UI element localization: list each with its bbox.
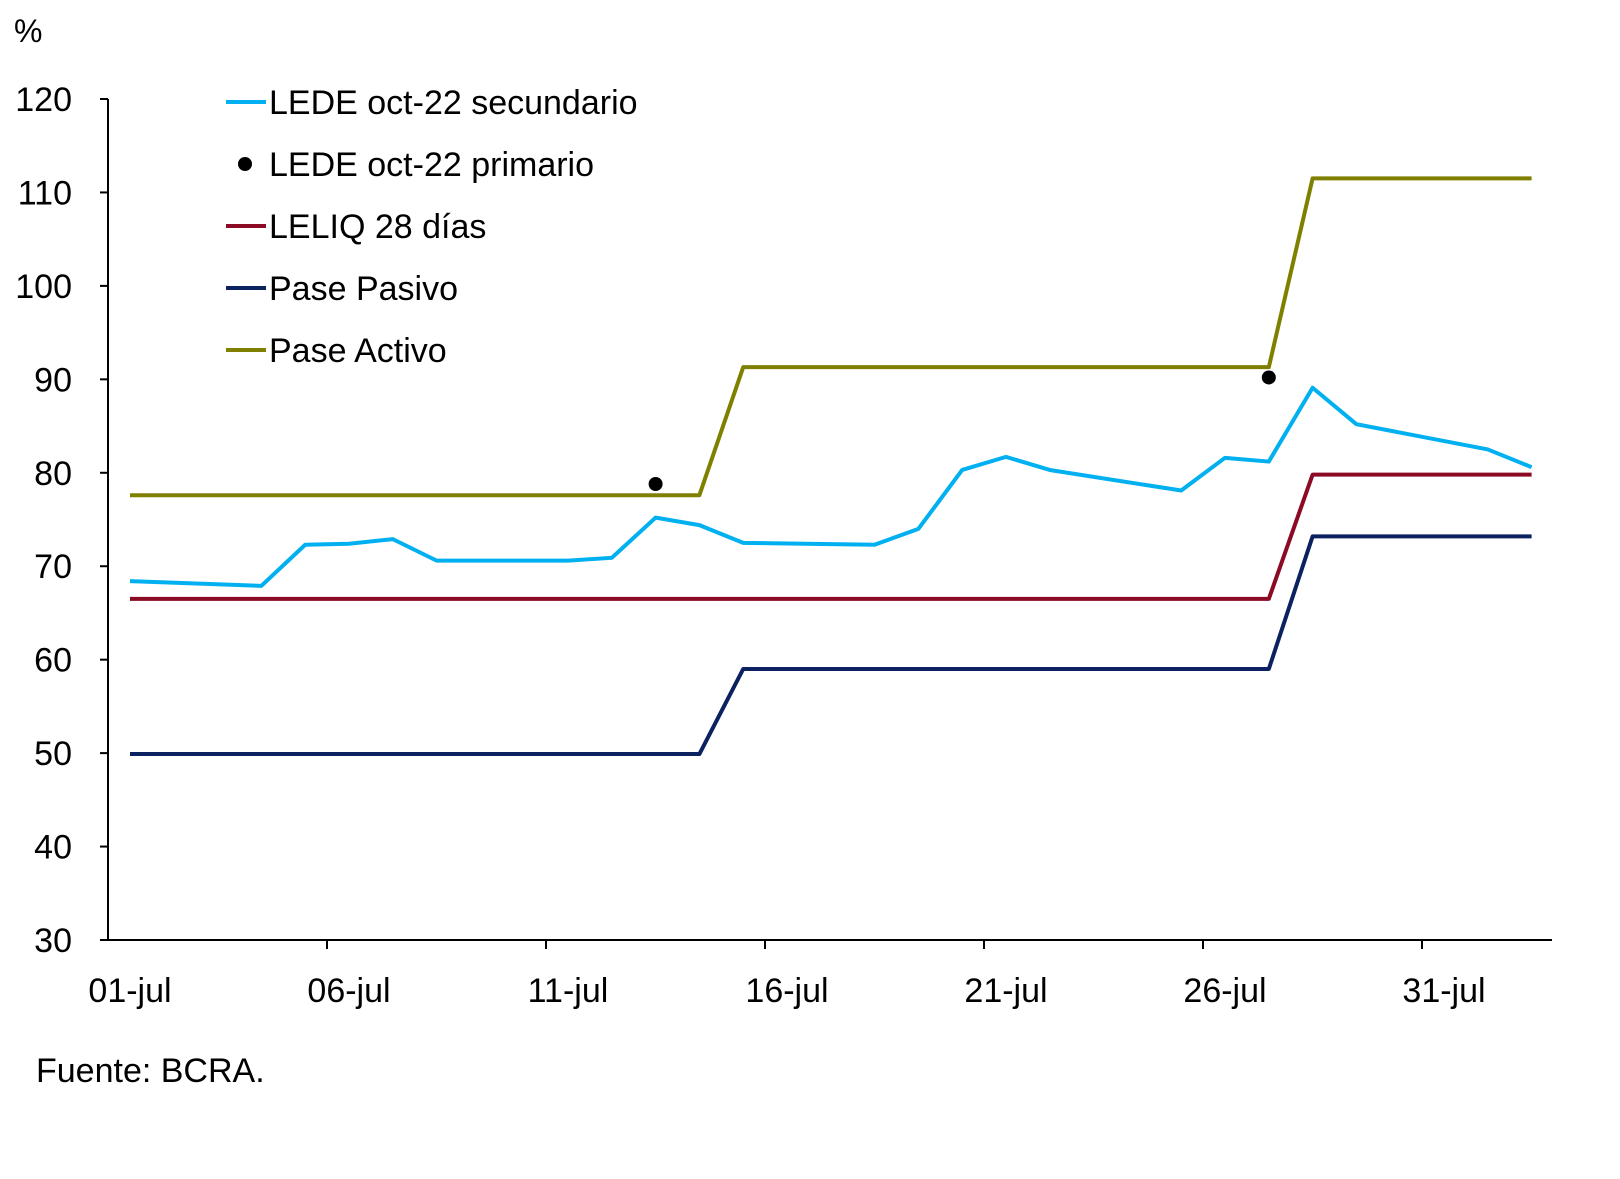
x-tick-label: 06-jul <box>307 972 390 1010</box>
x-tick-label: 16-jul <box>745 972 828 1010</box>
y-unit-label: % <box>14 13 42 49</box>
legend-label: Pase Pasivo <box>269 270 458 308</box>
legend-label: Pase Activo <box>269 332 447 370</box>
series-line-pase-activo <box>130 176 1532 498</box>
y-tick-label: 40 <box>34 829 72 867</box>
y-tick-label: 110 <box>18 174 72 212</box>
x-tick-label: 21-jul <box>964 972 1047 1010</box>
series-line-lede-oct-22-secundario <box>129 385 1533 588</box>
y-tick-label: 100 <box>15 268 72 306</box>
y-tick-label: 30 <box>34 922 72 960</box>
y-tick-label: 90 <box>34 361 72 399</box>
series-marker-lede-oct-22-primario <box>648 476 663 491</box>
y-tick-label: 50 <box>34 735 72 773</box>
legend-label: LEDE oct-22 primario <box>269 146 594 184</box>
y-tick-label: 80 <box>34 455 72 493</box>
y-tick-label: 120 <box>15 81 72 119</box>
legend-label: LELIQ 28 días <box>269 208 486 246</box>
x-tick-label: 26-jul <box>1183 972 1266 1010</box>
legend-swatch <box>238 157 252 171</box>
x-tick-label: 01-jul <box>88 972 171 1010</box>
series-line-pase-pasivo <box>130 534 1532 757</box>
x-tick-label: 31-jul <box>1402 972 1485 1010</box>
y-tick-label: 60 <box>34 642 72 680</box>
x-tick-label: 11-jul <box>528 972 609 1010</box>
source-note: Fuente: BCRA. <box>36 1052 265 1090</box>
series-marker-lede-oct-22-primario <box>1261 370 1276 385</box>
series-line-leliq-28-d-as <box>130 472 1532 601</box>
legend-label: LEDE oct-22 secundario <box>269 84 638 122</box>
y-tick-label: 70 <box>34 548 72 586</box>
